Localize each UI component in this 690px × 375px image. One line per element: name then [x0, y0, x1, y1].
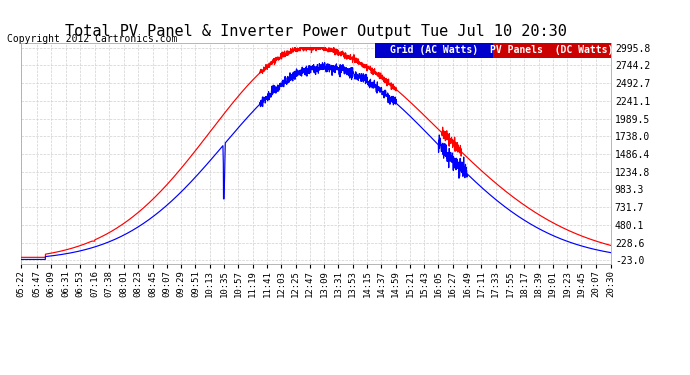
Text: Copyright 2012 Cartronics.com: Copyright 2012 Cartronics.com	[7, 34, 177, 44]
Title: Total PV Panel & Inverter Power Output Tue Jul 10 20:30: Total PV Panel & Inverter Power Output T…	[65, 24, 566, 39]
